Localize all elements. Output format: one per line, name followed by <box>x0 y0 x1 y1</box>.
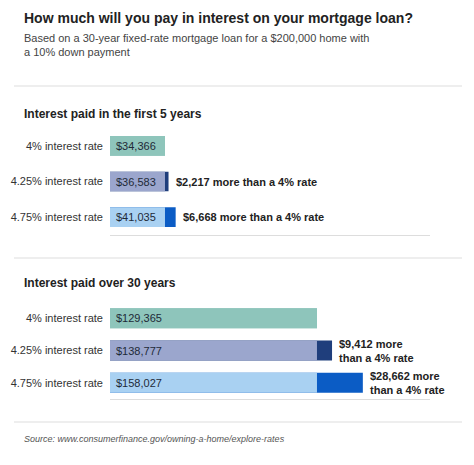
svg-text:$2,217 more than a 4% rate: $2,217 more than a 4% rate <box>176 176 317 188</box>
svg-text:Interest paid in the first 5 y: Interest paid in the first 5 years <box>24 107 202 121</box>
svg-text:$41,035: $41,035 <box>116 211 156 223</box>
svg-text:$28,662 morethan a 4% rate: $28,662 morethan a 4% rate <box>370 370 445 396</box>
svg-text:$34,366: $34,366 <box>116 140 156 152</box>
svg-text:$9,412 morethan a 4% rate: $9,412 morethan a 4% rate <box>339 338 414 364</box>
svg-text:How much will you pay in inter: How much will you pay in interest on you… <box>24 10 413 26</box>
svg-text:4% interest rate: 4% interest rate <box>26 140 103 152</box>
svg-text:$6,668 more than a 4% rate: $6,668 more than a 4% rate <box>183 211 324 223</box>
svg-text:Based on a 30-year fixed-rate: Based on a 30-year fixed-rate mortgage l… <box>24 32 370 58</box>
svg-text:4.75% interest rate: 4.75% interest rate <box>11 377 103 389</box>
svg-text:$129,365: $129,365 <box>116 312 162 324</box>
svg-text:4.25% interest rate: 4.25% interest rate <box>11 344 103 356</box>
svg-text:$36,583: $36,583 <box>116 176 156 188</box>
svg-text:4% interest rate: 4% interest rate <box>26 312 103 324</box>
svg-text:$138,777: $138,777 <box>116 345 162 357</box>
svg-text:4.25% interest rate: 4.25% interest rate <box>11 175 103 187</box>
svg-text:$158,027: $158,027 <box>116 377 162 389</box>
svg-text:Source: www.consumerfinance.go: Source: www.consumerfinance.gov/owning-a… <box>24 434 285 444</box>
svg-text:Interest paid over 30 years: Interest paid over 30 years <box>24 276 176 290</box>
svg-text:4.75% interest rate: 4.75% interest rate <box>11 211 103 223</box>
